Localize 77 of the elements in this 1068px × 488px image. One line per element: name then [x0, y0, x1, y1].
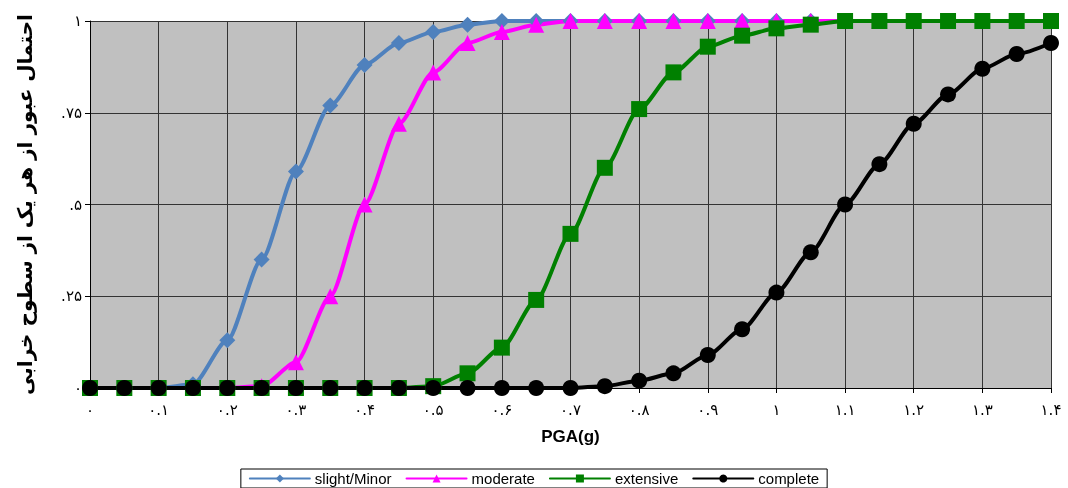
x-tick-label: ۰.۹: [697, 400, 719, 419]
point: [356, 196, 373, 213]
point: [493, 380, 510, 396]
point: [596, 159, 613, 176]
x-tick-label: ۱.۱: [834, 400, 856, 419]
point: [425, 24, 442, 41]
point: [562, 225, 579, 242]
point: [905, 13, 922, 29]
x-tick-label: ۱.۲: [903, 400, 925, 419]
point: [734, 321, 751, 338]
point: [1008, 46, 1025, 63]
x-tick-label: ۰.۶: [491, 400, 513, 419]
y-tick-label: ۰: [73, 379, 82, 397]
point: [631, 372, 648, 389]
point: [493, 24, 510, 41]
point: [940, 13, 957, 29]
point: [802, 244, 819, 261]
point: [665, 64, 682, 81]
x-tick-label: ۰.۵: [422, 400, 444, 419]
point: [459, 16, 476, 33]
point: [528, 291, 545, 308]
point: [219, 332, 236, 349]
point: [459, 365, 476, 382]
point: [1043, 35, 1059, 52]
point: [699, 38, 716, 55]
point: [459, 380, 476, 396]
point: [528, 380, 545, 396]
point: [459, 35, 476, 52]
point: [837, 196, 854, 213]
point: [287, 163, 304, 180]
x-tick-label: ۰.۲: [216, 400, 238, 419]
point: [665, 365, 682, 382]
y-tick-label: .۵: [69, 195, 82, 214]
legend-label: complete: [758, 470, 820, 487]
point: [1008, 13, 1025, 29]
x-tick-label: ۰.۱: [148, 400, 170, 419]
y-tick-label: .۷۵: [61, 103, 82, 122]
point: [905, 115, 922, 132]
point: [322, 288, 339, 305]
point: [562, 380, 579, 396]
point: [322, 97, 339, 114]
x-tick-label: ۱.۴: [1040, 400, 1062, 419]
y-axis-title: احتمال عبور از هر یک از سطوح خرابی: [13, 14, 37, 395]
point: [425, 64, 442, 81]
y-tick-label: ۱: [73, 12, 82, 30]
point: [356, 57, 373, 74]
x-axis-title: PGA(g): [541, 427, 600, 446]
x-tick-label: ۰: [85, 400, 95, 419]
legend-label: moderate: [471, 470, 535, 487]
point: [493, 13, 510, 29]
point: [253, 251, 270, 268]
point: [734, 27, 751, 44]
point: [493, 339, 510, 356]
x-tick-label: ۰.۸: [628, 400, 650, 419]
point: [802, 16, 819, 33]
point: [974, 60, 991, 77]
x-tick-label: ۱.۳: [971, 400, 993, 419]
point: [287, 354, 304, 371]
point: [528, 16, 545, 33]
point: [1043, 13, 1059, 29]
point: [390, 35, 407, 52]
x-tick-label: ۰.۳: [285, 400, 307, 419]
point: [699, 346, 716, 363]
point: [390, 115, 407, 132]
point: [871, 156, 888, 173]
y-tick-label: .۲۵: [61, 287, 82, 306]
point: [768, 284, 785, 301]
point: [940, 86, 957, 103]
legend-label: extensive: [614, 470, 679, 487]
x-tick-label: ۰.۷: [560, 400, 581, 419]
x-tick-label: ۰.۴: [354, 400, 376, 419]
point: [768, 20, 785, 37]
point: [974, 13, 991, 29]
point: [631, 101, 648, 118]
legend-label: slight/Minor: [314, 470, 392, 487]
point: [596, 378, 613, 395]
x-tick-label: ۱: [772, 400, 781, 419]
